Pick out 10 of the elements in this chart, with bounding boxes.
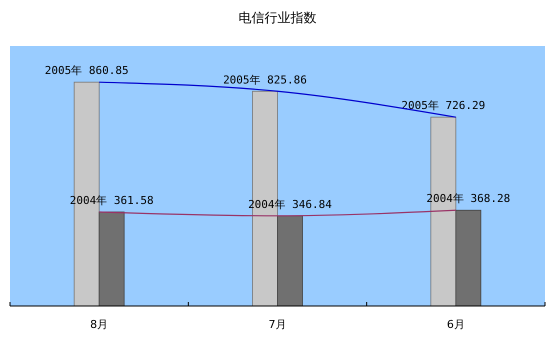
- x-tick-label: 8月: [90, 318, 108, 331]
- chart-title: 电信行业指数: [238, 11, 316, 26]
- data-label: 2005年 726.29: [401, 99, 486, 112]
- data-label: 2004年 346.84: [248, 198, 332, 211]
- data-label: 2004年 368.28: [426, 192, 510, 206]
- x-tick-label: 6月: [446, 318, 465, 331]
- data-label: 2005年 860.85: [44, 64, 129, 78]
- data-label: 2004年 361.58: [70, 194, 154, 207]
- x-tick-label: 7月: [268, 318, 286, 331]
- data-label: 2005年 825.86: [223, 73, 307, 86]
